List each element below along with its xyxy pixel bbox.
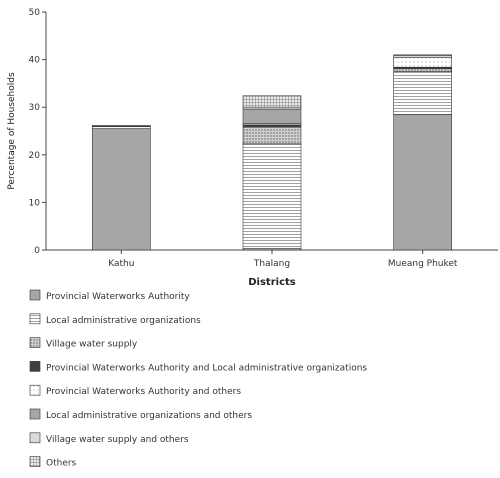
bar-segment <box>394 55 452 57</box>
bar-segment <box>243 96 301 107</box>
y-ticks: 0 10 20 30 40 50 <box>29 8 46 256</box>
bar-segment <box>394 58 452 68</box>
bars <box>92 55 451 250</box>
legend: Provincial Waterworks Authority Local adm… <box>30 290 367 469</box>
x-tick-label: Thalang <box>253 259 290 269</box>
legend-label: Provincial Waterworks Authority and othe… <box>46 387 241 397</box>
x-axis-label: Districts <box>248 277 296 288</box>
bar-segment <box>92 129 150 250</box>
x-tick-label: Mueang Phuket <box>388 259 458 269</box>
y-tick-label: 30 <box>29 103 41 113</box>
x-ticks: Kathu Thalang Mueang Phuket <box>108 250 458 269</box>
legend-label: Village water supply <box>46 340 138 350</box>
legend-label: Local administrative organizations <box>46 316 201 326</box>
legend-swatch <box>30 290 40 300</box>
legend-item: Provincial Waterworks Authority and Loca… <box>30 361 367 373</box>
bar-segment <box>243 109 301 123</box>
legend-swatch <box>30 409 40 419</box>
legend-item: Village water supply and others <box>30 433 189 445</box>
y-tick-label: 50 <box>29 8 41 18</box>
legend-item: Others <box>30 457 77 469</box>
y-tick-label: 40 <box>29 56 41 66</box>
y-tick-label: 20 <box>29 151 41 161</box>
legend-swatch <box>30 457 40 467</box>
legend-item: Provincial Waterworks Authority <box>30 290 190 302</box>
legend-label: Provincial Waterworks Authority <box>46 292 190 302</box>
x-tick-label: Kathu <box>108 259 134 269</box>
legend-swatch <box>30 385 40 395</box>
legend-swatch <box>30 314 40 324</box>
y-tick-label: 0 <box>34 246 40 256</box>
legend-item: Village water supply <box>30 338 138 350</box>
legend-label: Provincial Waterworks Authority and Loca… <box>46 363 367 373</box>
legend-swatch <box>30 338 40 348</box>
legend-label: Village water supply and others <box>46 435 189 445</box>
bar-segment <box>394 114 452 250</box>
bar-segment <box>243 125 301 127</box>
legend-swatch <box>30 433 40 443</box>
y-tick-label: 10 <box>29 198 41 208</box>
legend-swatch <box>30 361 40 371</box>
bar-segment <box>243 127 301 144</box>
legend-label: Others <box>46 459 77 469</box>
legend-item: Provincial Waterworks Authority and othe… <box>30 385 241 397</box>
legend-item: Local administrative organizations <box>30 314 201 326</box>
legend-item: Local administrative organizations and o… <box>30 409 252 421</box>
bar-segment <box>243 144 301 249</box>
bar-segment <box>394 69 452 72</box>
bar-segment <box>92 125 150 126</box>
y-axis-label: Percentage of Households <box>7 72 17 190</box>
bar-segment <box>394 72 452 115</box>
legend-label: Local administrative organizations and o… <box>46 411 252 421</box>
